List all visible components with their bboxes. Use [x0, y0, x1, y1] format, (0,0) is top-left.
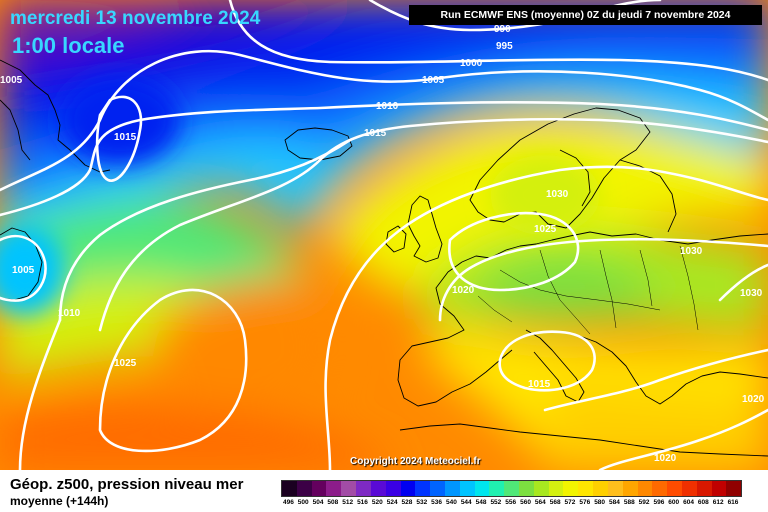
isobar-label: 1005	[0, 75, 23, 86]
legend-label: 520	[371, 499, 383, 506]
coastlines	[0, 59, 768, 457]
isobar-label: 1030	[680, 246, 703, 257]
legend-swatch	[459, 481, 475, 496]
isobar-label: 1025	[534, 224, 557, 235]
legend-swatch	[296, 481, 312, 496]
isobar-label: 1000	[460, 58, 483, 69]
legend-label: 576	[579, 499, 591, 506]
legend-swatch	[622, 481, 638, 496]
isobar-labels: 990 995 1000 1005 1010 1015 1015 1005 10…	[0, 24, 765, 464]
legend-swatch	[637, 481, 653, 496]
legend-label: 588	[623, 499, 635, 506]
isobar-label: 1010	[376, 101, 399, 112]
legend-swatch	[593, 481, 608, 496]
legend-swatch	[474, 481, 490, 496]
weather-map: 990 995 1000 1005 1010 1015 1015 1005 10…	[0, 0, 768, 470]
legend-label: 552	[490, 499, 502, 506]
legend-swatch	[341, 481, 357, 496]
legend-swatch	[681, 481, 697, 496]
legend-label: 560	[520, 499, 531, 506]
legend-label: 504	[312, 499, 324, 506]
legend-label: 516	[357, 499, 368, 506]
legend-label: 500	[297, 499, 309, 506]
legend-swatch	[711, 481, 727, 496]
legend-label: 544	[460, 499, 472, 506]
legend-label: 524	[386, 499, 398, 506]
legend-swatch	[726, 481, 742, 496]
legend-swatch	[607, 481, 623, 496]
run-info: Run ECMWF ENS (moyenne) 0Z du jeudi 7 no…	[409, 5, 762, 25]
legend-label: 536	[431, 499, 443, 506]
legend-swatch	[533, 481, 549, 496]
isobar-label: 1025	[114, 358, 137, 369]
isobar-label: 1030	[546, 189, 569, 200]
legend-swatch	[444, 481, 460, 496]
legend-swatch	[385, 481, 401, 496]
legend-swatch	[400, 481, 416, 496]
legend-label: 532	[416, 499, 428, 506]
legend-label: 528	[401, 499, 413, 506]
legend-swatch	[504, 481, 519, 496]
legend-swatch	[415, 481, 431, 496]
legend-label: 564	[534, 499, 546, 506]
legend-swatch	[563, 481, 579, 496]
legend-swatch	[578, 481, 594, 496]
legend-label: 548	[475, 499, 487, 506]
isobar-label: 1015	[528, 379, 551, 390]
isobar-label: 1020	[654, 453, 677, 464]
legend-swatch	[519, 481, 534, 496]
legend-swatch	[430, 481, 445, 496]
forecast-date: mercredi 13 novembre 2024	[10, 8, 261, 29]
legend-label: 512	[342, 499, 354, 506]
legend-swatch	[370, 481, 386, 496]
legend-label: 580	[594, 499, 606, 506]
legend-label: 612	[712, 499, 724, 506]
legend-label: 608	[697, 499, 709, 506]
legend-label: 568	[549, 499, 561, 506]
legend-swatch	[667, 481, 682, 496]
copyright: Copyright 2024 Meteociel.fr	[350, 456, 481, 467]
forecast-time: 1:00 locale	[12, 33, 125, 58]
legend-label: 596	[653, 499, 665, 506]
legend-label: 616	[727, 499, 739, 506]
legend-swatch	[311, 481, 327, 496]
isobar-label: 1020	[742, 394, 765, 405]
isobar-label: 1005	[422, 75, 445, 86]
isobars	[0, 0, 768, 470]
legend-swatch	[548, 481, 564, 496]
legend-label: 584	[609, 499, 620, 506]
isobar-label: 1030	[740, 288, 763, 299]
legend-label: 604	[683, 499, 694, 506]
legend-swatch	[326, 481, 342, 496]
legend-swatch	[652, 481, 668, 496]
isobar-label: 1010	[58, 308, 81, 319]
isobar-label: 1015	[114, 132, 137, 143]
map-caption: Géop. z500, pression niveau mer	[10, 476, 244, 493]
legend-swatch	[282, 481, 297, 496]
map-caption-sub: moyenne (+144h)	[10, 494, 109, 508]
legend-swatch	[356, 481, 371, 496]
legend-swatch	[489, 481, 505, 496]
legend-label: 540	[445, 499, 457, 506]
isobar-label: 995	[496, 41, 513, 52]
legend-label: 556	[505, 499, 517, 506]
legend-label: 600	[668, 499, 680, 506]
legend-label: 572	[564, 499, 576, 506]
legend-label: 592	[638, 499, 650, 506]
isobar-label: 990	[494, 24, 511, 35]
isobar-label: 1005	[12, 265, 35, 276]
color-scale-legend	[281, 480, 743, 497]
legend-label: 496	[282, 499, 294, 506]
legend-label: 508	[327, 499, 339, 506]
isobar-label: 1015	[364, 128, 387, 139]
legend-swatch	[696, 481, 712, 496]
isobar-label: 1020	[452, 285, 475, 296]
